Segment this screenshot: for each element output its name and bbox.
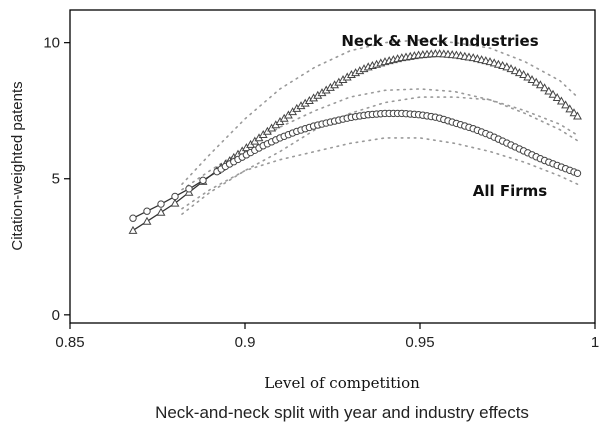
y-tick-label: 10 xyxy=(43,35,60,52)
marker-triangle xyxy=(531,77,541,86)
marker-circle xyxy=(143,207,151,215)
marker-triangle xyxy=(523,72,533,81)
y-tick-label: 5 xyxy=(52,171,60,188)
marker-triangle xyxy=(510,66,520,75)
marker-triangle xyxy=(548,89,558,98)
plot-frame xyxy=(69,9,596,324)
marker-triangle xyxy=(544,86,554,95)
confidence-bands xyxy=(181,39,579,215)
marker-triangle xyxy=(552,93,562,102)
marker-triangle xyxy=(128,225,138,234)
marker-triangle xyxy=(527,75,537,84)
band-neck-upper xyxy=(181,39,579,185)
series-markers xyxy=(128,49,582,234)
marker-circle xyxy=(199,176,207,185)
marker-circle xyxy=(171,192,179,201)
band-all-lower xyxy=(181,137,579,210)
marker-triangle xyxy=(540,83,550,92)
marker-triangle xyxy=(514,68,524,77)
marker-triangle xyxy=(573,111,582,120)
marker-triangle xyxy=(519,70,529,79)
x-tick-label: 0.9 xyxy=(235,334,256,351)
y-tick-label: 0 xyxy=(52,307,60,324)
y-axis-label: Citation-weighted patents xyxy=(9,81,26,250)
marker-circle xyxy=(185,185,193,193)
marker-triangle xyxy=(142,216,152,225)
marker-triangle xyxy=(156,207,166,216)
marker-triangle xyxy=(556,96,566,105)
marker-triangle xyxy=(170,198,180,207)
marker-triangle xyxy=(502,62,512,71)
marker-triangle xyxy=(569,108,579,117)
x-axis-ticks: 0.85 0.9 0.95 1 xyxy=(55,323,599,351)
band-all-upper xyxy=(181,88,579,191)
annotation-neck: Neck & Neck Industries xyxy=(341,32,538,50)
marker-circle xyxy=(573,169,582,178)
markers-all xyxy=(129,109,582,222)
marker-circle xyxy=(157,200,165,208)
marker-triangle xyxy=(535,80,545,89)
marker-circle xyxy=(129,214,137,222)
marker-triangle xyxy=(506,64,516,73)
markers-neck xyxy=(128,49,582,234)
x-tick-label: 0.95 xyxy=(405,334,434,351)
marker-triangle xyxy=(561,100,571,109)
x-tick-label: 0.85 xyxy=(55,334,84,351)
annotation-all-firms: All Firms xyxy=(473,182,548,200)
x-axis-label: Level of competition xyxy=(264,374,420,392)
y-axis-ticks: 0 5 10 xyxy=(43,35,70,324)
figure-caption: Neck-and-neck split with year and indust… xyxy=(155,403,529,422)
x-tick-label: 1 xyxy=(591,334,599,351)
marker-triangle xyxy=(565,104,575,113)
